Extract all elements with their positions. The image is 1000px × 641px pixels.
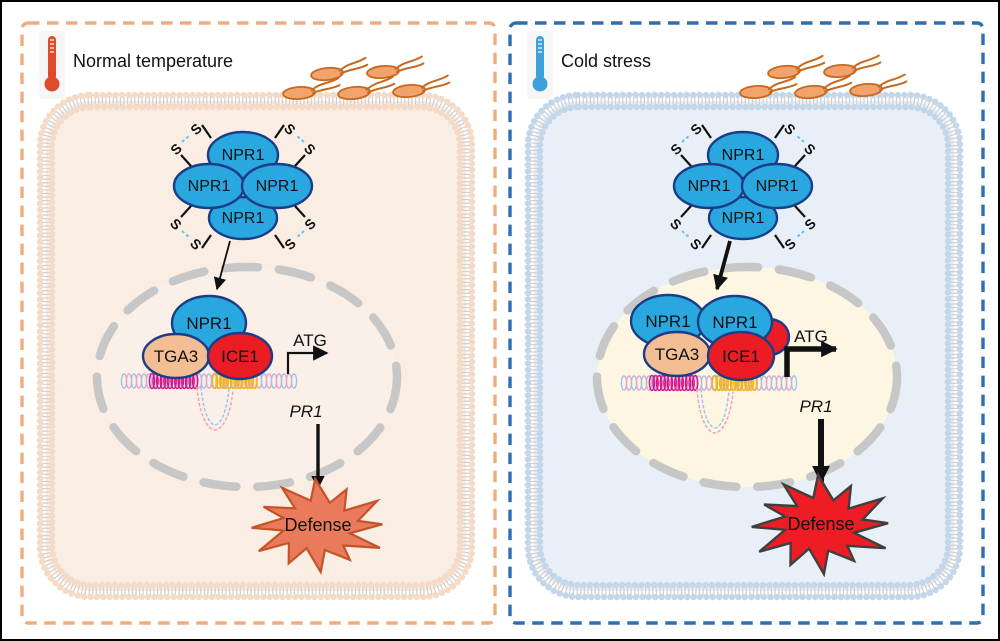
cell-membrane-inner <box>48 103 464 589</box>
defense-label: Defense <box>284 515 351 535</box>
dna-loop <box>700 388 730 429</box>
translocation-arrow <box>713 240 732 291</box>
npr1-label: NPR1 <box>722 210 765 227</box>
npr1-label: NPR1 <box>186 314 231 333</box>
atg-label: ATG <box>293 331 327 350</box>
dna-loop <box>200 386 230 426</box>
panel-cold-stress: Cold stress NPR1 NPR1 <box>508 21 985 625</box>
panel-normal-temperature: Normal temperature NPR1 <box>20 21 497 625</box>
ice1-label: ICE1 <box>221 347 259 366</box>
npr1-label: NPR1 <box>688 178 731 195</box>
translocation-arrow <box>213 240 231 291</box>
gene-label: PR1 <box>799 397 832 416</box>
defense-burst <box>751 471 889 578</box>
npr1-oligomer: NPR1 NPR1 NPR1 NPR1 S S S S S S <box>667 120 819 253</box>
ice1-protein <box>706 330 776 382</box>
transcription-start-arrow <box>784 340 838 377</box>
defense-label: Defense <box>787 514 854 534</box>
panel-border-normal <box>20 21 497 625</box>
dna-loop <box>696 388 734 434</box>
npr1-label: NPR1 <box>712 313 757 332</box>
thermometer-warm-icon <box>38 30 66 100</box>
gene-label: PR1 <box>289 402 322 421</box>
dna-loop <box>196 386 234 431</box>
npr1-label: NPR1 <box>256 178 299 195</box>
tga3-label: TGA3 <box>154 347 198 366</box>
npr1-label: NPR1 <box>188 178 231 195</box>
thermometer-cold-icon <box>526 30 554 100</box>
ice1-protein <box>206 331 274 381</box>
npr1-label: NPR1 <box>222 210 265 227</box>
npr1-label: NPR1 <box>756 178 799 195</box>
npr1-label: NPR1 <box>645 312 690 331</box>
npr1-label: NPR1 <box>722 147 765 164</box>
transcription-start-arrow <box>286 345 329 374</box>
cell-membrane-outer <box>36 91 476 601</box>
tga3-label: TGA3 <box>655 345 699 364</box>
panel-title-cold: Cold stress <box>561 51 651 71</box>
ice1-label: ICE1 <box>722 347 760 366</box>
atg-label: ATG <box>794 327 828 346</box>
transcription-complex: NPR1 NPR1 TGA3 ICE1 <box>629 293 791 382</box>
transcription-complex: NPR1 TGA3 ICE1 <box>141 294 274 381</box>
panel-border-cold <box>508 21 985 625</box>
npr1-label: NPR1 <box>222 147 265 164</box>
panel-title-normal: Normal temperature <box>73 51 233 71</box>
cell-membrane-inner <box>536 103 952 589</box>
defense-burst <box>251 476 383 576</box>
